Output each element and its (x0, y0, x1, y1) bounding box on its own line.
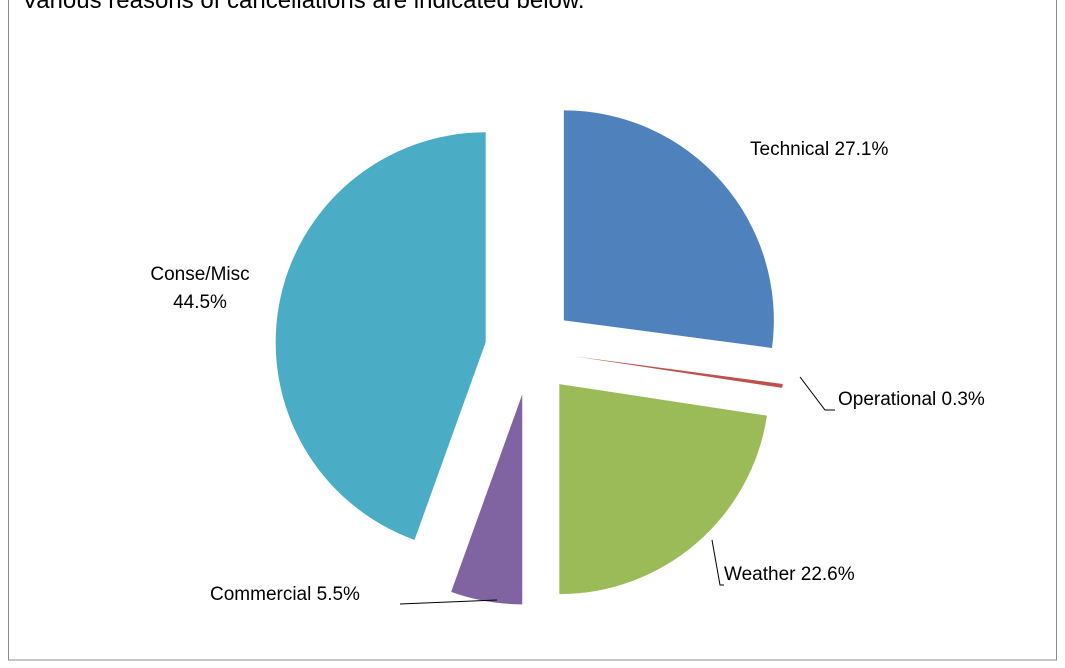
data-label: Operational 0.3% (838, 389, 985, 410)
label-category: Technical (750, 139, 829, 160)
label-category: Conse/Misc (150, 264, 249, 285)
data-label: Conse/Misc 44.5% (150, 264, 249, 313)
label-value: 5.5% (317, 584, 360, 605)
label-category: Weather (724, 564, 796, 585)
pie-slice (451, 394, 523, 605)
pie-slice (574, 356, 783, 388)
label-value: 27.1% (835, 139, 889, 160)
data-label: Commercial 5.5% (210, 584, 360, 605)
chart-frame (8, 0, 1057, 661)
leader-line (711, 539, 724, 586)
label-value: 0.3% (942, 389, 985, 410)
leader-line (399, 599, 498, 605)
pie-slice (563, 110, 774, 348)
data-label: Weather 22.6% (724, 564, 855, 585)
label-value: 22.6% (801, 564, 855, 585)
pie-slice (275, 132, 486, 540)
pie-slice (559, 384, 767, 595)
leader-line (799, 376, 835, 411)
chart-title: Various reasons of cancellations are ind… (22, 0, 585, 14)
label-category: Operational (838, 389, 936, 410)
label-category: Commercial (210, 584, 311, 605)
data-label: Technical 27.1% (750, 139, 888, 160)
label-value: 44.5% (173, 292, 227, 313)
